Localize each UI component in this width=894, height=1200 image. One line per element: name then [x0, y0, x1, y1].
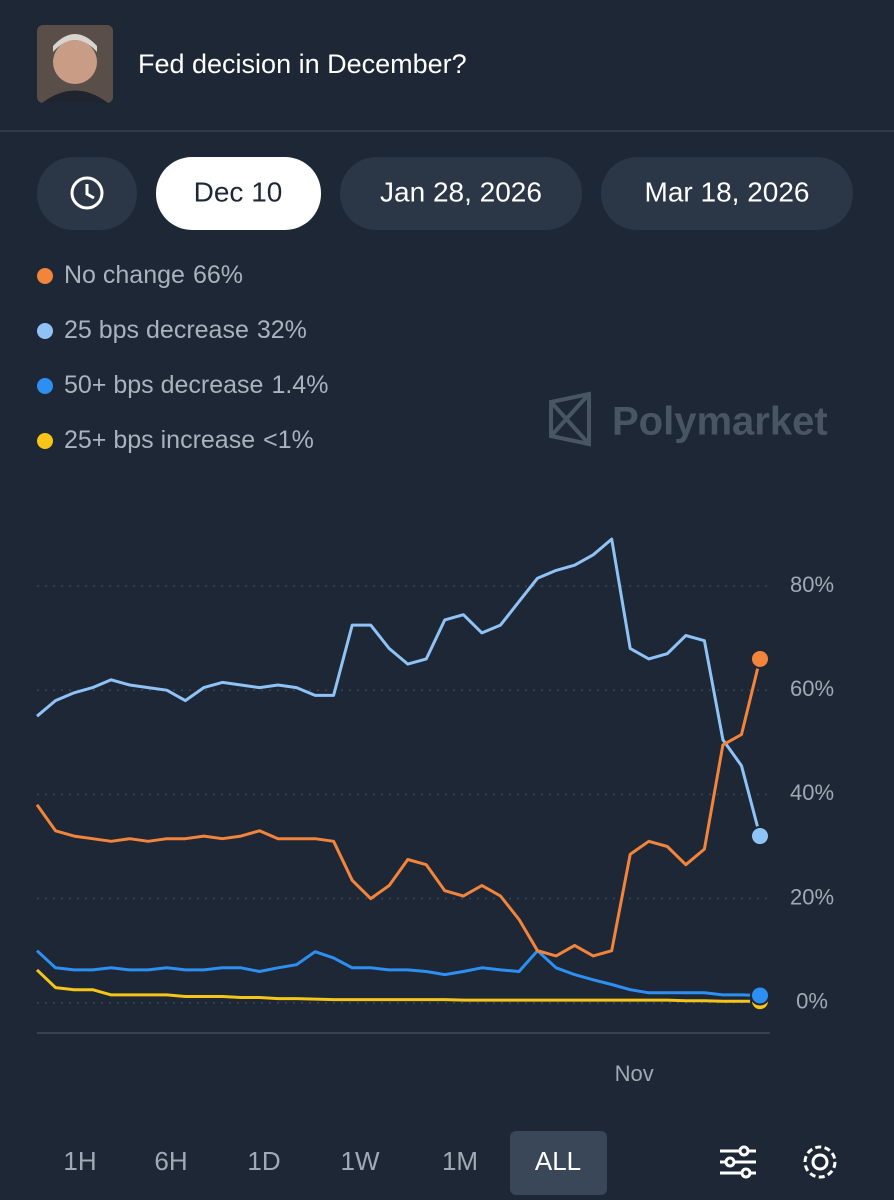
series-line: [35, 949, 761, 997]
range-selected: [510, 1131, 607, 1195]
y-tick-label: 80%: [790, 572, 834, 597]
range-button[interactable]: 1W: [341, 1146, 380, 1176]
end-dot: [750, 648, 770, 669]
legend-name: 25+ bps increase: [64, 426, 255, 454]
series-line: [35, 658, 762, 958]
legend-name: 25 bps decrease: [64, 316, 249, 344]
legend-entry: 25 bps decrease 32%: [64, 316, 307, 344]
tab[interactable]: Dec 10: [156, 157, 321, 230]
y-tick-label: 40%: [790, 780, 834, 805]
watermark: Polymarket: [549, 391, 828, 447]
legend-name: 50+ bps decrease: [64, 371, 263, 399]
y-tick-label: 60%: [790, 676, 834, 701]
legend-entry: 25+ bps increase <1%: [64, 426, 314, 454]
legend-dot: [37, 433, 53, 449]
range-button[interactable]: 6H: [154, 1146, 187, 1176]
y-tick-label: 0%: [796, 989, 828, 1014]
settings-icons[interactable]: [720, 1145, 837, 1179]
legend-dot: [37, 268, 53, 284]
legend-entry: 50+ bps decrease 1.4%: [64, 371, 328, 399]
legend-dot: [37, 378, 53, 394]
legend-name: No change: [64, 261, 185, 289]
range-button[interactable]: ALL: [535, 1146, 581, 1176]
legend-value: 66%: [193, 261, 243, 289]
series-line: [36, 537, 762, 837]
series-line: [35, 968, 760, 1003]
range-button[interactable]: 1M: [442, 1146, 478, 1176]
avatar: [37, 25, 113, 103]
range-button[interactable]: 1H: [63, 1146, 96, 1176]
legend-dot: [37, 323, 53, 339]
tab-label: Jan 28, 2026: [380, 176, 542, 207]
legend-entry: No change 66%: [64, 261, 243, 289]
tab[interactable]: Jan 28, 2026: [340, 157, 582, 230]
watermark-text: Polymarket: [612, 400, 828, 444]
x-tick-label: Nov: [615, 1061, 654, 1086]
tab[interactable]: Mar 18, 2026: [601, 157, 853, 230]
tab-label: Dec 10: [194, 176, 283, 207]
history-button[interactable]: [37, 157, 137, 230]
legend-value: 32%: [257, 316, 307, 344]
market-title: Fed decision in December?: [138, 49, 467, 79]
legend-value: <1%: [263, 426, 314, 454]
end-dot: [750, 826, 770, 847]
range-button[interactable]: 1D: [247, 1146, 280, 1176]
y-tick-label: 20%: [790, 884, 834, 909]
end-dot: [750, 985, 770, 1006]
tab-label: Mar 18, 2026: [645, 176, 810, 207]
legend-value: 1.4%: [271, 371, 328, 399]
